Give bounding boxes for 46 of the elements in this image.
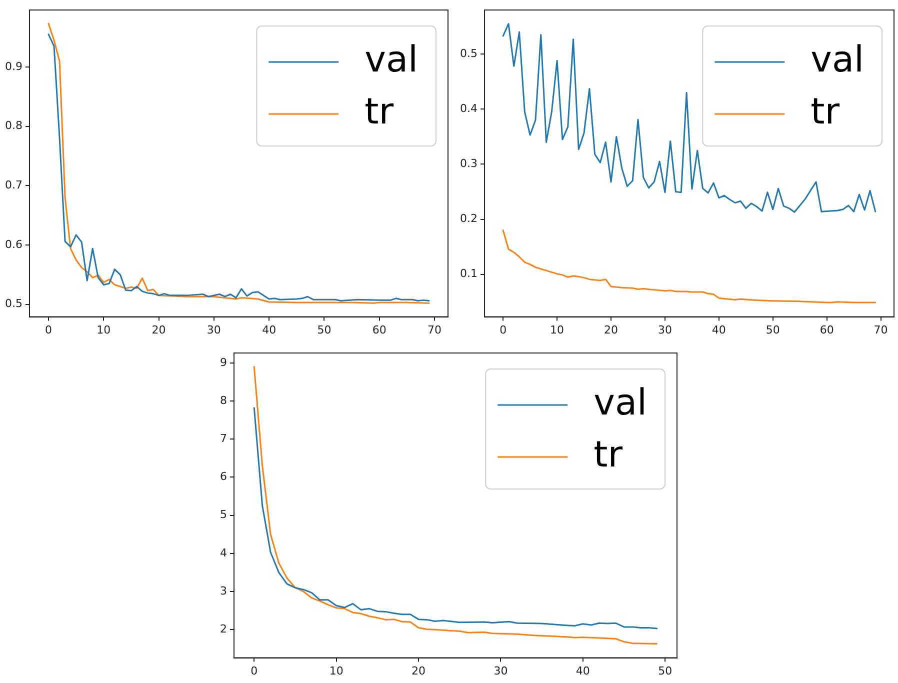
y-tick-label: 0.7	[4, 178, 22, 192]
y-tick-label: 0.4	[460, 102, 478, 116]
legend-label: val	[594, 382, 648, 424]
y-tick-label: 0.8	[4, 119, 22, 132]
y-tick-label: 0.6	[4, 238, 22, 251]
y-tick-label: 9	[220, 356, 227, 369]
x-tick-label: 50	[658, 664, 672, 678]
x-tick-label: 40	[576, 664, 590, 678]
x-tick-label: 20	[152, 323, 166, 336]
x-tick-label: 10	[329, 664, 344, 678]
y-tick-label: 4	[220, 546, 227, 560]
x-tick-label: 70	[427, 323, 442, 336]
y-tick-label: 0.5	[460, 46, 478, 60]
x-tick-label: 30	[206, 323, 221, 336]
legend-label: val	[810, 39, 864, 80]
legend-label: tr	[364, 91, 394, 132]
x-tick-label: 0	[500, 323, 507, 336]
x-tick-label: 50	[317, 323, 332, 336]
legend-label: val	[364, 39, 418, 80]
x-tick-label: 60	[372, 323, 386, 336]
x-tick-label: 60	[820, 323, 834, 336]
x-tick-label: 20	[412, 664, 426, 678]
x-tick-label: 0	[250, 664, 258, 678]
y-tick-label: 0.9	[4, 60, 22, 73]
x-tick-label: 50	[766, 323, 780, 336]
y-tick-label: 5	[220, 508, 227, 522]
y-tick-label: 0.1	[460, 267, 478, 280]
legend-label: tr	[810, 91, 840, 132]
y-tick-label: 0.2	[460, 212, 478, 226]
legend-label: tr	[594, 434, 623, 476]
y-tick-label: 0.5	[4, 297, 22, 310]
y-tick-label: 2	[220, 622, 227, 636]
x-tick-label: 40	[712, 323, 726, 336]
y-tick-label: 7	[220, 432, 227, 445]
y-tick-label: 6	[220, 470, 227, 484]
x-tick-label: 40	[262, 323, 276, 336]
x-tick-label: 10	[96, 323, 111, 336]
y-tick-label: 3	[220, 584, 227, 598]
x-tick-label: 20	[604, 323, 618, 336]
x-tick-label: 30	[494, 664, 508, 678]
y-tick-label: 8	[220, 394, 227, 407]
x-tick-label: 30	[658, 323, 672, 336]
x-tick-label: 10	[550, 323, 564, 336]
x-tick-label: 0	[45, 323, 52, 336]
y-tick-label: 0.3	[460, 157, 478, 170]
x-tick-label: 70	[874, 323, 888, 336]
